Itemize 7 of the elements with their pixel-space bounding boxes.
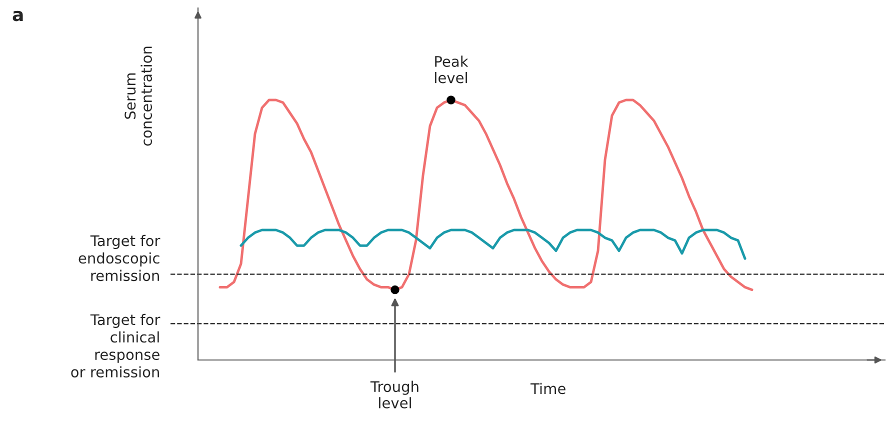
text: a bbox=[12, 10, 23, 22]
y-axis-title: Serum concentration bbox=[124, 46, 152, 146]
text: Trough level bbox=[370, 380, 418, 408]
ref-line-label: Target for endoscopic remission bbox=[78, 234, 160, 282]
annotation: Peak level bbox=[435, 56, 468, 84]
ref-line-label: Target for clinical response or remission bbox=[71, 314, 160, 378]
x-axis-title: Time bbox=[530, 382, 566, 394]
